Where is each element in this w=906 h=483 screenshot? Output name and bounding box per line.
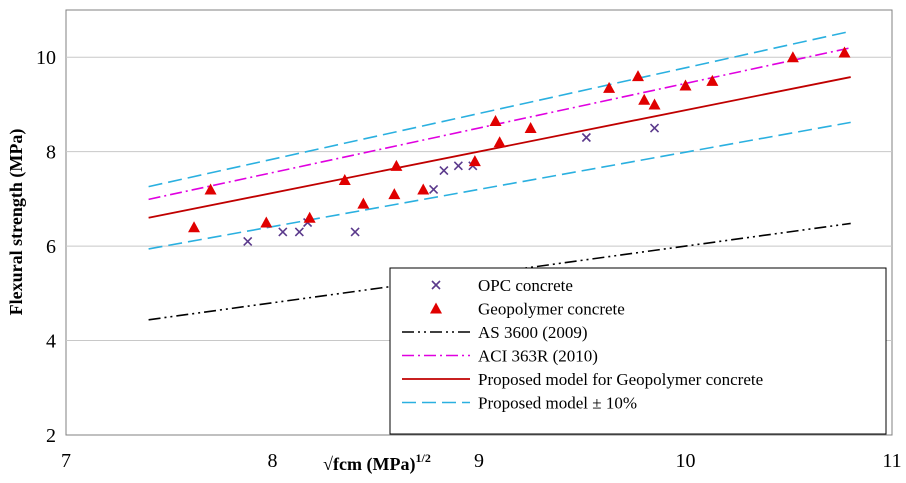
legend-label-4: Proposed model for Geopolymer concrete xyxy=(478,370,763,389)
y-axis-title: Flexural strength (MPa) xyxy=(6,129,27,316)
point-triangle-1-17 xyxy=(679,79,692,91)
y-tick-label-2: 6 xyxy=(46,236,56,258)
y-tick-labels: 2 4 6 8 10 xyxy=(36,47,56,447)
x-tick-label-3: 10 xyxy=(676,450,696,472)
legend-items: OPC concrete Geopolymer concrete AS 3600 (… xyxy=(402,276,763,413)
legend-swatch-1 xyxy=(430,302,442,314)
point-triangle-1-19 xyxy=(786,51,799,63)
point-x-0-10 xyxy=(649,123,660,133)
legend-label-2: AS 3600 (2009) xyxy=(478,323,588,342)
point-triangle-1-14 xyxy=(632,70,645,82)
point-x-0-7 xyxy=(453,161,463,171)
point-triangle-1-13 xyxy=(603,81,616,93)
point-triangle-1-4 xyxy=(338,174,351,185)
point-triangle-1-7 xyxy=(390,159,403,171)
x-axis-title: √fcm (MPa)1/2 xyxy=(323,451,431,475)
point-x-0-5 xyxy=(429,184,439,195)
series-points xyxy=(188,46,851,246)
x-tick-label-2: 9 xyxy=(474,450,484,472)
legend-label-0: OPC concrete xyxy=(478,276,573,295)
legend: OPC concrete Geopolymer concrete AS 3600 (… xyxy=(389,267,887,435)
point-triangle-1-11 xyxy=(493,136,506,148)
point-x-0-6 xyxy=(439,165,449,176)
point-x-0-9 xyxy=(581,132,591,143)
point-triangle-1-6 xyxy=(388,188,401,200)
point-triangle-1-2 xyxy=(260,216,273,228)
point-x-0-2 xyxy=(294,227,304,237)
x-tick-labels: 7 8 9 10 11 xyxy=(61,450,902,472)
point-triangle-1-3 xyxy=(303,211,316,223)
point-triangle-1-1 xyxy=(204,183,217,195)
point-triangle-1-18 xyxy=(706,74,719,86)
point-triangle-1-15 xyxy=(638,93,651,105)
point-x-0-1 xyxy=(278,227,288,237)
legend-swatch-0 xyxy=(431,280,441,290)
point-triangle-1-16 xyxy=(648,98,661,110)
point-triangle-1-20 xyxy=(838,46,851,58)
point-x-0-0 xyxy=(243,236,253,246)
point-triangle-1-0 xyxy=(188,221,201,233)
x-axis-title-superscript: 1/2 xyxy=(416,451,431,465)
x-axis-title-main: √fcm (MPa) xyxy=(323,454,415,475)
series-line-2 xyxy=(148,222,851,321)
y-tick-label-0: 2 xyxy=(46,425,56,447)
legend-box xyxy=(389,267,887,435)
point-x-0-4 xyxy=(350,227,360,237)
legend-label-5: Proposed model ± 10% xyxy=(478,394,637,413)
x-tick-label-4: 11 xyxy=(882,450,901,472)
x-tick-label-0: 7 xyxy=(61,450,71,472)
y-tick-label-1: 4 xyxy=(46,331,56,353)
point-triangle-1-12 xyxy=(524,122,537,134)
point-triangle-1-8 xyxy=(417,183,430,195)
legend-label-1: Geopolymer concrete xyxy=(478,300,625,319)
point-triangle-1-5 xyxy=(357,197,370,209)
point-triangle-1-10 xyxy=(489,114,502,126)
y-tick-label-4: 10 xyxy=(36,47,56,69)
legend-label-3: ACI 363R (2010) xyxy=(478,347,598,366)
series-line-4 xyxy=(148,76,851,219)
point-triangle-1-9 xyxy=(468,155,481,167)
y-tick-label-3: 8 xyxy=(46,142,56,164)
x-tick-label-1: 8 xyxy=(268,450,278,472)
